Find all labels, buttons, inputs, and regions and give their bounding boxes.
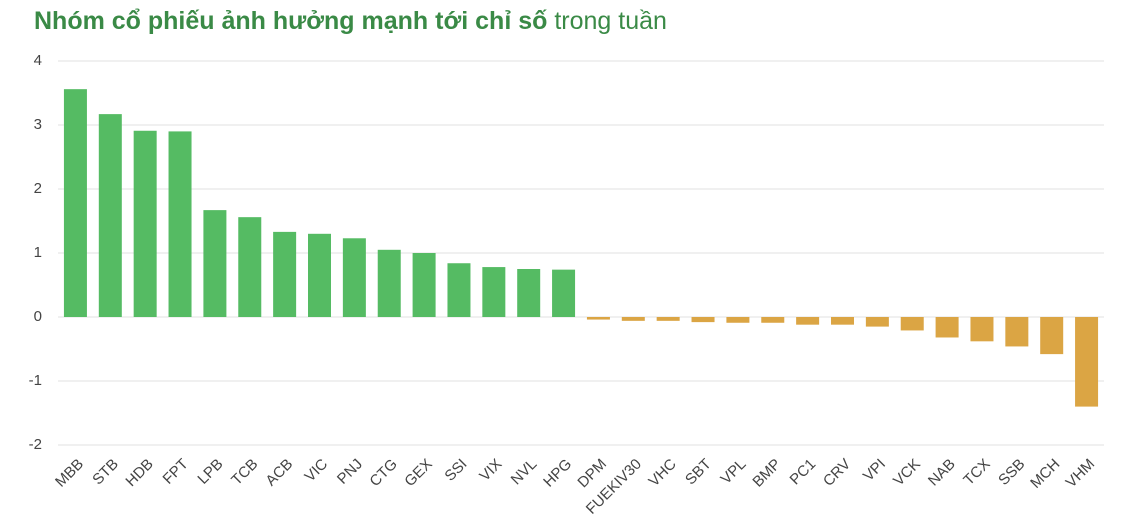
bar [761,317,785,323]
chart-title: Nhóm cổ phiếu ảnh hưởng mạnh tới chỉ số [34,7,547,35]
x-tick-label: VIX [476,456,505,485]
bar [238,217,262,317]
x-tick-label: ACB [262,456,296,490]
x-tick-label: VPL [717,456,749,488]
x-tick-label: NAB [925,456,959,490]
bar [98,114,122,318]
bar [970,317,994,342]
x-tick-label: FPT [160,456,192,488]
bar [168,131,192,317]
bar [1075,317,1099,407]
bar [552,269,576,317]
y-tick-label: 4 [34,52,42,69]
x-tick-label: CTG [366,456,400,490]
x-tick-label: GEX [401,456,435,490]
x-tick-label: VPI [860,456,889,485]
x-tick-label: VHM [1063,456,1099,492]
bar [273,231,297,317]
y-tick-label: 3 [34,116,42,133]
x-tick-label: TCB [228,456,261,489]
bar [865,317,889,327]
bar [63,89,87,317]
bar [482,267,506,317]
x-tick-label: VCK [890,456,924,490]
x-tick-label: TCX [960,456,993,489]
x-tick-label: STB [89,456,122,489]
chart-subtitle: trong tuần [554,7,667,35]
x-tick-label: SBT [682,456,715,489]
x-tick-label: BMP [749,456,784,491]
y-tick-label: -1 [29,372,42,389]
y-tick-label: -2 [29,436,42,453]
x-tick-label: VHC [645,455,680,490]
bar [900,317,924,331]
y-tick-label: 1 [34,244,42,261]
x-tick-label: LPB [194,456,226,488]
bar [377,249,401,317]
x-tick-label: PC1 [787,456,820,489]
chart-title-group: Nhóm cổ phiếu ảnh hưởng mạnh tới chỉ số … [34,7,667,35]
bar [203,210,227,317]
bar [447,263,471,317]
bar [621,317,645,321]
x-tick-label: MBB [52,456,87,491]
bar [517,269,541,317]
x-tick-label: NVL [508,456,541,489]
x-tick-label: HDB [122,456,156,490]
bar [691,317,715,323]
x-tick-label: SSI [441,456,470,485]
x-tick-label: PNJ [334,456,366,488]
x-tick-label: VIC [301,456,331,486]
bar [308,233,331,317]
x-tick-label: MCH [1027,456,1063,492]
bar [1005,317,1029,347]
x-tick-label: SSB [995,456,1028,489]
bar [935,317,959,338]
y-tick-label: 0 [34,308,42,325]
bar [412,253,436,317]
bar [726,317,750,323]
bar [1040,317,1064,355]
bar [796,317,820,325]
bar [656,317,680,321]
bar [586,317,610,320]
bar [342,238,366,317]
bar [133,130,157,317]
bar [831,317,854,325]
x-tick-label: CRV [820,456,854,490]
x-tick-label: HPG [540,456,575,491]
y-tick-label: 2 [34,180,42,197]
